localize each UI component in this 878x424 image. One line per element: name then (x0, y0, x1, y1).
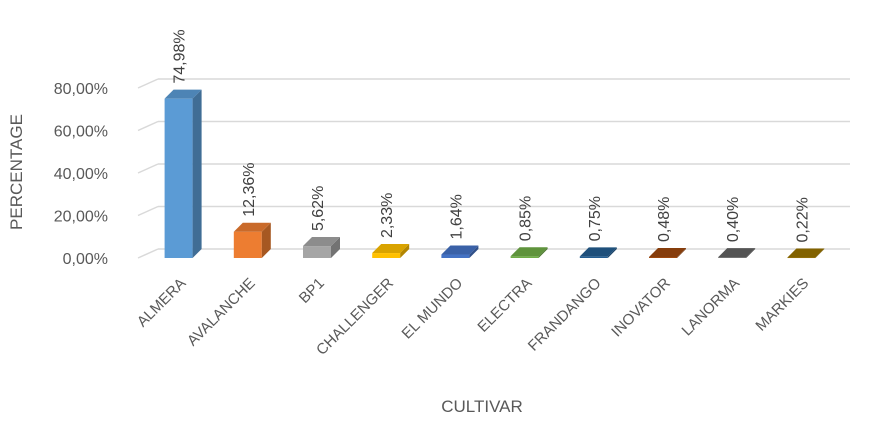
bar-front-avalanche (233, 231, 262, 258)
gridline-side (137, 120, 159, 132)
bar-front-lanorma (718, 257, 747, 258)
bar-top-el-mundo (441, 245, 479, 255)
bar-lanorma (718, 248, 756, 258)
bar-side-lanorma (746, 248, 756, 258)
gridline-side (137, 205, 159, 217)
x-tick-label-frandango: FRANDANGO (525, 275, 605, 355)
bar-front-bp1 (303, 246, 331, 258)
x-axis-title: CULTIVAR (441, 397, 523, 416)
gridline-side (137, 78, 159, 89)
x-tick-label-el-mundo: EL MUNDO (399, 275, 467, 343)
bar-avalanche (233, 222, 271, 258)
bar-challenger (372, 244, 410, 258)
bars (164, 89, 825, 259)
bar-almera (164, 89, 202, 258)
bar-top-bp1 (303, 237, 340, 247)
bar-front-challenger (372, 253, 401, 258)
y-tick-label: 80,00% (54, 81, 108, 98)
data-label-markies: 0,22% (794, 197, 811, 242)
y-tick-label: 0,00% (63, 251, 108, 268)
data-label-lanorma: 0,40% (725, 197, 742, 242)
data-label-el-mundo: 1,64% (448, 194, 465, 239)
x-tick-label-inovator: INOVATOR (608, 275, 674, 341)
bar-top-frandango (579, 247, 617, 257)
bar-side-challenger (400, 244, 410, 258)
y-tick-label: 20,00% (54, 209, 108, 226)
bar-side-bp1 (331, 237, 340, 258)
data-label-inovator: 0,48% (656, 197, 673, 242)
x-tick-label-bp1: BP1 (296, 275, 328, 307)
x-tick-label-markies: MARKIES (752, 275, 812, 335)
bar-el-mundo (441, 245, 479, 258)
x-tick-label-avalanche: AVALANCHE (184, 275, 259, 350)
bar-top-challenger (372, 244, 410, 254)
bar-side-avalanche (261, 222, 271, 258)
bar-markies (787, 248, 825, 259)
bar-top-avalanche (233, 222, 271, 232)
bar-side-markies (815, 248, 825, 258)
bar-side-inovator (677, 247, 686, 258)
bar-front-inovator (649, 256, 677, 258)
bar-frandango (579, 247, 617, 258)
bar-top-lanorma (718, 248, 756, 258)
bar-side-almera (192, 89, 202, 258)
data-label-bp1: 5,62% (310, 186, 327, 231)
y-tick-label: 60,00% (54, 124, 108, 141)
data-label-challenger: 2,33% (379, 193, 396, 238)
x-tick-label-electra: ELECTRA (474, 275, 535, 336)
bar-front-almera (164, 98, 193, 258)
bar-top-electra (510, 247, 548, 257)
data-label-electra: 0,85% (518, 196, 535, 241)
bar-electra (510, 247, 548, 258)
bar-side-electra (538, 247, 548, 258)
bar-inovator (649, 247, 686, 258)
bar-side-el-mundo (469, 245, 479, 258)
data-label-avalanche: 12,36% (241, 162, 258, 216)
data-labels: 74,98% 12,36% 5,62% 2,33% 1,64% 0,85% 0,75% 0,4… (172, 29, 812, 242)
y-tick-label: 40,00% (54, 166, 108, 183)
bar-front-electra (510, 256, 539, 258)
bar-front-markies (787, 257, 816, 259)
bar-top-almera (164, 89, 202, 99)
bar-side-frandango (607, 247, 617, 258)
y-axis-title: PERCENTAGE (7, 114, 26, 230)
bar-front-el-mundo (441, 254, 470, 258)
bar-front-frandango (579, 256, 608, 258)
data-label-almera: 74,98% (172, 29, 189, 83)
bar-top-inovator (649, 247, 686, 257)
data-label-frandango: 0,75% (587, 196, 604, 241)
gridline-side (137, 163, 159, 174)
bar-top-markies (787, 248, 825, 258)
x-tick-label-almera: ALMERA (134, 275, 190, 331)
bar-bp1 (303, 237, 340, 258)
y-axis-ticks: 0,00% 20,00% 40,00% 60,00% 80,00% (54, 81, 108, 268)
x-tick-label-lanorma: LANORMA (679, 275, 743, 339)
gridline-side (137, 248, 159, 259)
